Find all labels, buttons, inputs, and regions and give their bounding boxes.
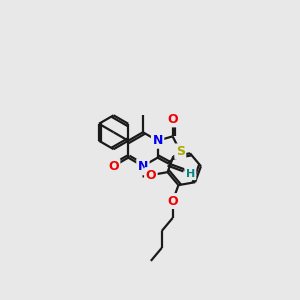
Text: S: S [176, 145, 185, 158]
Text: O: O [167, 113, 178, 126]
Text: O: O [167, 195, 178, 208]
Text: N: N [152, 134, 163, 147]
Text: O: O [146, 169, 156, 182]
Text: H: H [186, 169, 195, 179]
Text: N: N [138, 160, 148, 172]
Text: O: O [108, 160, 119, 172]
